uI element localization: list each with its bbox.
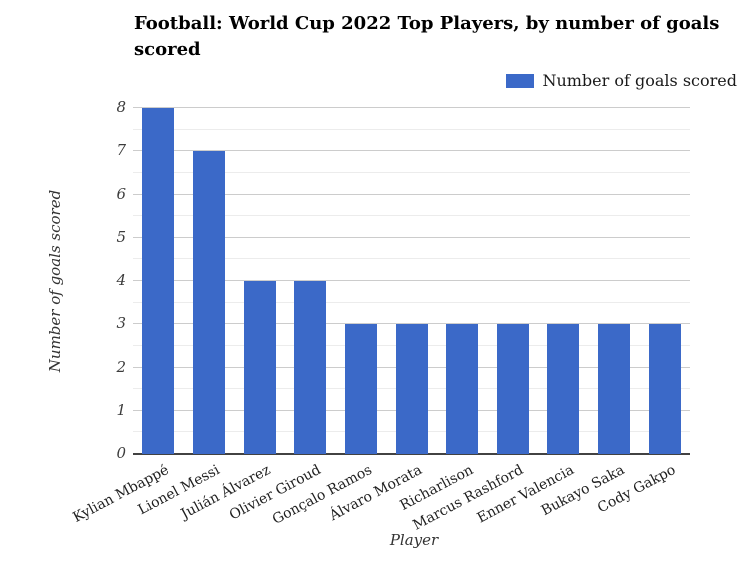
y-axis-title: Number of goals scored xyxy=(46,189,64,373)
major-gridline xyxy=(133,107,690,108)
x-axis-title: Player xyxy=(389,531,439,549)
legend: Number of goals scored xyxy=(506,71,737,90)
minor-gridline xyxy=(133,171,690,173)
y-tick-label: 1 xyxy=(116,400,126,419)
bar-bukayo-saka[interactable] xyxy=(598,324,631,454)
minor-gridline xyxy=(133,301,690,303)
minor-gridline xyxy=(133,128,690,130)
bar-enner-valencia[interactable] xyxy=(547,324,580,454)
legend-swatch xyxy=(506,73,535,88)
chart-title: Football: World Cup 2022 Top Players, by… xyxy=(134,13,720,60)
y-tick-label: 8 xyxy=(116,98,126,117)
bar--lvaro-morata[interactable] xyxy=(395,324,428,454)
major-gridline xyxy=(133,150,690,152)
bar-richarlison[interactable] xyxy=(446,324,479,454)
major-gridline xyxy=(133,323,690,325)
y-tick-label: 5 xyxy=(116,227,126,246)
y-tick-label: 7 xyxy=(116,141,126,160)
y-tick-label: 4 xyxy=(116,271,126,290)
bar-olivier-giroud[interactable] xyxy=(294,281,327,454)
y-tick-label: 0 xyxy=(116,444,126,463)
major-gridline xyxy=(133,193,690,195)
y-tick-label: 2 xyxy=(116,357,126,376)
y-tick-label: 6 xyxy=(116,184,126,203)
bar-lionel-messi[interactable] xyxy=(192,151,225,454)
bar-juli-n-lvarez[interactable] xyxy=(243,281,276,454)
legend-label: Number of goals scored xyxy=(542,71,737,90)
y-tick-label: 3 xyxy=(116,314,126,333)
minor-gridline xyxy=(133,215,690,217)
x-axis-baseline xyxy=(133,453,690,455)
major-gridline xyxy=(133,280,690,281)
plot-area xyxy=(133,107,690,455)
bar-kylian-mbapp-[interactable] xyxy=(142,108,175,454)
bar-marcus-rashford[interactable] xyxy=(496,324,529,454)
minor-gridline xyxy=(133,258,690,260)
major-gridline xyxy=(133,236,690,238)
bar-cody-gakpo[interactable] xyxy=(648,324,681,454)
bar-gon-alo-ramos[interactable] xyxy=(344,324,377,454)
